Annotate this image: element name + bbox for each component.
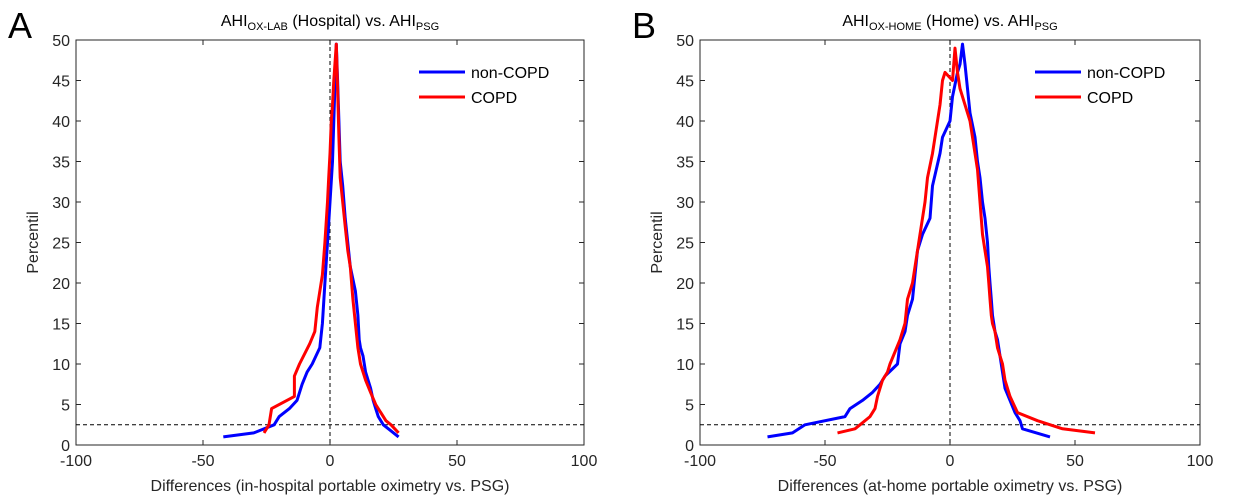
x-axis-label: Differences (in-hospital portable oximet… (151, 478, 510, 495)
legend-label-non-copd: non-COPD (471, 65, 549, 82)
y-tick-label: 25 (52, 236, 70, 253)
x-tick-label: -100 (684, 453, 716, 470)
y-tick-label: 45 (52, 74, 70, 91)
y-tick-label: 20 (676, 276, 694, 293)
title-text: AHI (221, 13, 248, 30)
y-tick-label: 0 (61, 438, 70, 455)
y-tick-label: 30 (52, 195, 70, 212)
x-tick-label: 0 (946, 453, 955, 470)
title-text: (Hospital) vs. AHI (288, 13, 416, 30)
title-subscript: OX-HOME (869, 21, 922, 33)
legend-label-copd: COPD (1087, 90, 1133, 107)
x-tick-label: 50 (448, 453, 466, 470)
y-tick-label: 5 (61, 398, 70, 415)
title-subscript: PSG (416, 21, 439, 33)
y-tick-label: 15 (52, 317, 70, 334)
y-tick-label: 40 (52, 114, 70, 131)
title-subscript: PSG (1034, 21, 1057, 33)
x-tick-label: 0 (326, 453, 335, 470)
title-subscript: OX-LAB (248, 21, 288, 33)
chart-title: AHIOX-HOME (Home) vs. AHIPSG (842, 13, 1057, 33)
series-line-copd (837, 46, 1096, 435)
x-tick-label: 100 (571, 453, 598, 470)
x-tick-label: -50 (191, 453, 214, 470)
legend-label-non-copd: non-COPD (1087, 65, 1165, 82)
title-text: AHI (842, 13, 869, 30)
series-line-copd (262, 42, 400, 434)
series-line-non-copd (223, 42, 400, 439)
x-tick-label: -100 (60, 453, 92, 470)
y-tick-label: 35 (52, 155, 70, 172)
y-tick-label: 25 (676, 236, 694, 253)
y-tick-label: 15 (676, 317, 694, 334)
x-axis-label: Differences (at-home portable oximetry v… (778, 478, 1123, 495)
legend-label-copd: COPD (471, 90, 517, 107)
y-axis-label: Percentil (649, 211, 666, 273)
y-tick-label: 5 (685, 398, 694, 415)
x-tick-label: -50 (813, 453, 836, 470)
title-text: (Home) vs. AHI (922, 13, 1035, 30)
y-tick-label: 20 (52, 276, 70, 293)
y-tick-label: 50 (52, 33, 70, 50)
series-line-non-copd (767, 42, 1051, 439)
y-tick-label: 0 (685, 438, 694, 455)
chart-title: AHIOX-LAB (Hospital) vs. AHIPSG (221, 13, 439, 33)
y-tick-label: 50 (676, 33, 694, 50)
y-tick-label: 35 (676, 155, 694, 172)
x-tick-label: 50 (1066, 453, 1084, 470)
y-tick-label: 45 (676, 74, 694, 91)
x-tick-label: 100 (1187, 453, 1214, 470)
y-tick-label: 30 (676, 195, 694, 212)
y-axis-label: Percentil (25, 211, 42, 273)
y-tick-label: 40 (676, 114, 694, 131)
panel-label-A: A (8, 5, 32, 46)
y-tick-label: 10 (52, 357, 70, 374)
y-tick-label: 10 (676, 357, 694, 374)
panel-label-B: B (632, 5, 656, 46)
